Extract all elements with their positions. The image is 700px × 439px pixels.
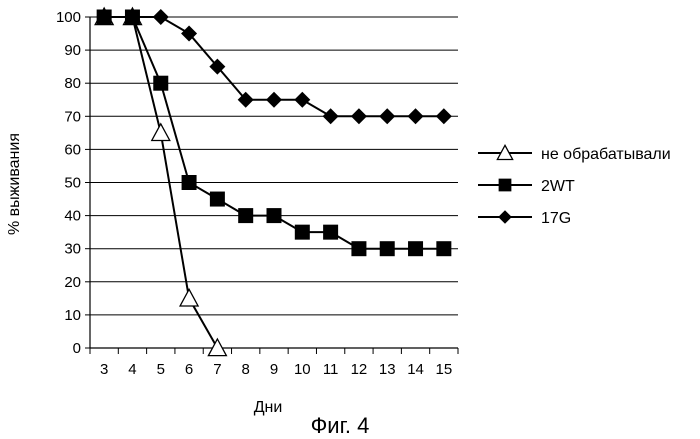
y-tick-label: 70 bbox=[64, 108, 81, 125]
legend-item: 2WT bbox=[478, 178, 575, 195]
data-point-diamond bbox=[408, 108, 424, 124]
y-tick-label: 50 bbox=[64, 175, 81, 192]
data-point-square bbox=[153, 76, 168, 91]
series-diamond bbox=[96, 9, 452, 124]
data-point-square bbox=[351, 241, 366, 256]
legend-label: 17G bbox=[541, 210, 571, 227]
x-tick-label: 5 bbox=[157, 361, 165, 378]
x-tick-labels: 3 4 5 6 7 8 9 10 11 12 13 14 15 bbox=[100, 361, 452, 378]
data-point-diamond bbox=[498, 210, 512, 224]
data-point-square bbox=[380, 241, 395, 256]
y-tick-label: 0 bbox=[73, 340, 81, 357]
y-tick-label: 60 bbox=[64, 141, 81, 158]
y-tick-label: 20 bbox=[64, 274, 81, 291]
data-point-square bbox=[499, 179, 512, 192]
data-point-square bbox=[238, 208, 253, 223]
y-tick-label: 10 bbox=[64, 307, 81, 324]
x-tick-label: 6 bbox=[185, 361, 193, 378]
data-point-square bbox=[210, 192, 225, 207]
y-tick-labels: 0 10 20 30 40 50 60 70 80 90 100 bbox=[56, 9, 81, 357]
data-point-diamond bbox=[323, 108, 339, 124]
data-point-diamond bbox=[294, 92, 310, 108]
x-tick-label: 7 bbox=[213, 361, 221, 378]
data-point-square bbox=[267, 208, 282, 223]
x-tick-label: 3 bbox=[100, 361, 108, 378]
x-tick-label: 4 bbox=[128, 361, 136, 378]
legend-item: 17G bbox=[478, 210, 571, 227]
y-axis-title: % выживания bbox=[6, 133, 23, 235]
data-point-diamond bbox=[153, 9, 169, 25]
data-point-triangle bbox=[180, 289, 198, 306]
x-tick-label: 11 bbox=[323, 361, 339, 378]
x-tick-label: 10 bbox=[294, 361, 311, 378]
legend-label: 2WT bbox=[541, 178, 575, 195]
series-square bbox=[97, 10, 452, 257]
y-tick-label: 30 bbox=[64, 241, 81, 258]
data-point-diamond bbox=[379, 108, 395, 124]
x-tick-label: 15 bbox=[436, 361, 453, 378]
x-tick-label: 12 bbox=[351, 361, 368, 378]
data-point-square bbox=[182, 175, 197, 190]
data-point-triangle bbox=[208, 339, 226, 356]
data-point-square bbox=[323, 225, 338, 240]
figure-caption: Фиг. 4 bbox=[311, 413, 370, 438]
data-point-square bbox=[408, 241, 423, 256]
x-tick-label: 14 bbox=[407, 361, 424, 378]
y-tick-label: 90 bbox=[64, 42, 81, 59]
gridlines bbox=[90, 17, 458, 315]
legend-label: не обрабатывали bbox=[541, 146, 671, 163]
series-triangle-open bbox=[95, 8, 226, 356]
x-axis-title: Дни bbox=[254, 399, 283, 416]
data-point-diamond bbox=[266, 92, 282, 108]
y-tick-label: 80 bbox=[64, 75, 81, 92]
data-point-diamond bbox=[351, 108, 367, 124]
legend-item: не обрабатывали bbox=[478, 145, 671, 163]
x-tick-label: 9 bbox=[270, 361, 278, 378]
data-point-triangle bbox=[152, 124, 170, 141]
y-tick-label: 100 bbox=[56, 9, 81, 26]
y-tick-label: 40 bbox=[64, 208, 81, 225]
data-point-diamond bbox=[436, 108, 452, 124]
axes bbox=[85, 17, 458, 354]
x-tick-label: 13 bbox=[379, 361, 396, 378]
data-point-square bbox=[436, 241, 451, 256]
series bbox=[95, 8, 452, 356]
x-tick-label: 8 bbox=[242, 361, 250, 378]
data-point-square bbox=[295, 225, 310, 240]
legend: не обрабатывали 2WT 17G bbox=[478, 145, 671, 227]
